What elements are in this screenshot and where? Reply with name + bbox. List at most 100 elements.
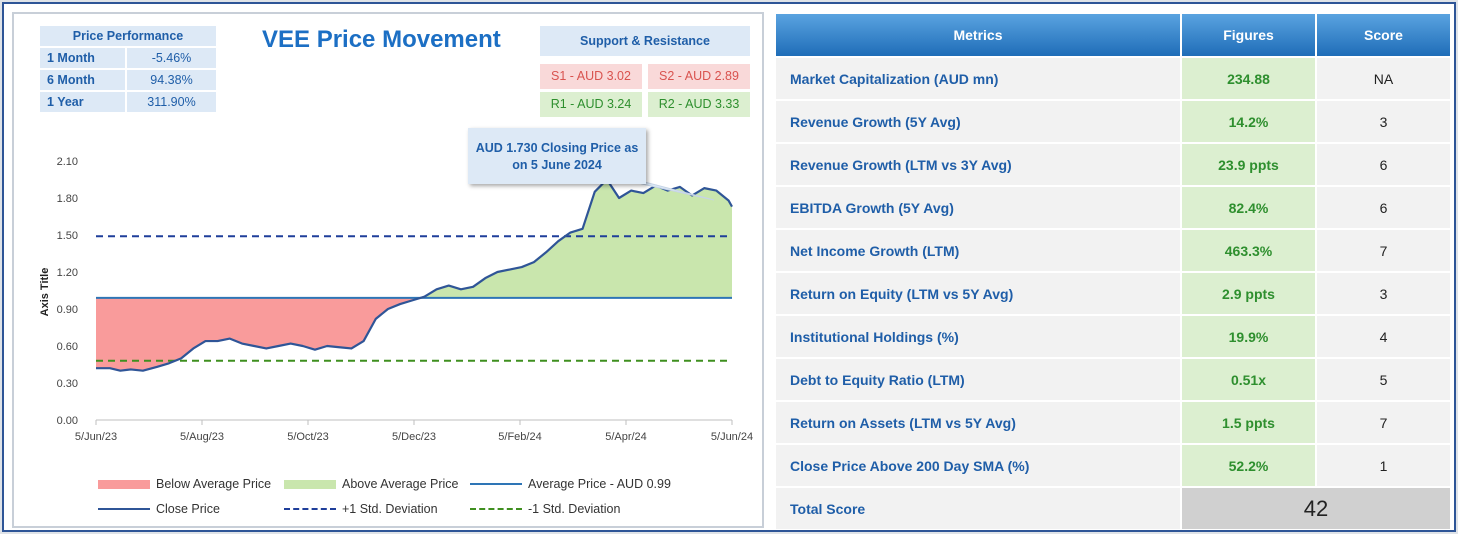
perf-value: 94.38% [127,70,216,90]
price-performance-table: Price Performance 1 Month -5.46% 6 Month… [38,24,218,114]
metric-name: Debt to Equity Ratio (LTM) [776,359,1180,400]
metric-score: 6 [1317,187,1450,228]
metric-row: Institutional Holdings (%) 19.9% 4 [776,316,1450,357]
x-tick-label: 5/Dec/23 [392,431,436,443]
metric-score: 3 [1317,273,1450,314]
metrics-body: Market Capitalization (AUD mn) 234.88 NA Re… [776,58,1450,529]
metric-figure: 463.3% [1182,230,1315,271]
metric-figure: 14.2% [1182,101,1315,142]
price-chart-panel: 5/Jun/23 5/Aug/23 5/Oct/23 5/Dec/23 5/Feb/24… [12,12,764,528]
price-performance-header: Price Performance [40,26,216,46]
figures-header: Figures [1182,14,1315,56]
metric-name: Close Price Above 200 Day SMA (%) [776,445,1180,486]
legend-swatch [284,508,336,510]
perf-label: 6 Month [40,70,125,90]
metric-figure: 23.9 ppts [1182,144,1315,185]
metric-score: 3 [1317,101,1450,142]
perf-label: 1 Year [40,92,125,112]
metric-row: Debt to Equity Ratio (LTM) 0.51x 5 [776,359,1450,400]
metric-row: EBITDA Growth (5Y Avg) 82.4% 6 [776,187,1450,228]
legend-label: Above Average Price [342,477,459,491]
y-tick-label: 0.30 [57,378,78,390]
metric-figure: 52.2% [1182,445,1315,486]
y-tick-label: 0.90 [57,304,78,316]
metric-name: Revenue Growth (LTM vs 3Y Avg) [776,144,1180,185]
metric-figure: 0.51x [1182,359,1315,400]
y-tick-label: 1.20 [57,267,78,279]
y-axis-title: Axis Title [39,268,51,317]
x-tick-label: 5/Jun/24 [711,431,753,443]
y-tick-label: 0.00 [57,415,78,427]
below-average-area [96,297,732,371]
close-price-line [96,178,733,372]
metrics-table: Metrics Figures Score Market Capitalizat… [774,12,1452,531]
perf-row: 1 Year 311.90% [40,92,216,112]
metric-figure: 19.9% [1182,316,1315,357]
y-tick-label: 2.10 [57,156,78,168]
metric-figure: 1.5 ppts [1182,402,1315,443]
metric-name: Net Income Growth (LTM) [776,230,1180,271]
metric-row: Revenue Growth (LTM vs 3Y Avg) 23.9 ppts 6 [776,144,1450,185]
y-tick-label: 0.60 [57,341,78,353]
legend-label: Close Price [156,502,220,516]
metric-name: Market Capitalization (AUD mn) [776,58,1180,99]
perf-value: -5.46% [127,48,216,68]
metric-row: Net Income Growth (LTM) 463.3% 7 [776,230,1450,271]
metric-name: Revenue Growth (5Y Avg) [776,101,1180,142]
y-tick-label: 1.50 [57,230,78,242]
perf-row: 1 Month -5.46% [40,48,216,68]
support-s2: S2 - AUD 2.89 [648,64,750,89]
x-tick-label: 5/Jun/23 [75,431,117,443]
metric-name: Return on Assets (LTM vs 5Y Avg) [776,402,1180,443]
perf-value: 311.90% [127,92,216,112]
resistance-r1: R1 - AUD 3.24 [540,92,642,117]
legend-swatch [98,508,150,510]
chart-title: VEE Price Movement [262,26,501,53]
metric-score: NA [1317,58,1450,99]
metrics-header-row: Metrics Figures Score [776,14,1450,56]
metric-score: 1 [1317,445,1450,486]
metric-score: 6 [1317,144,1450,185]
metric-name: Return on Equity (LTM vs 5Y Avg) [776,273,1180,314]
metric-figure: 2.9 ppts [1182,273,1315,314]
legend-label: Average Price - AUD 0.99 [528,477,671,491]
score-header: Score [1317,14,1450,56]
metric-name: Institutional Holdings (%) [776,316,1180,357]
x-tick-label: 5/Apr/24 [605,431,647,443]
metric-row: Market Capitalization (AUD mn) 234.88 NA [776,58,1450,99]
legend-label: Below Average Price [156,477,272,491]
total-score-value: 42 [1182,488,1450,529]
metric-row: Close Price Above 200 Day SMA (%) 52.2% 1 [776,445,1450,486]
metric-row: Return on Assets (LTM vs 5Y Avg) 1.5 ppts… [776,402,1450,443]
legend-swatch [284,480,336,489]
total-score-row: Total Score 42 [776,488,1450,529]
metric-row: Return on Equity (LTM vs 5Y Avg) 2.9 ppts… [776,273,1450,314]
legend-swatch [98,480,150,489]
metric-figure: 234.88 [1182,58,1315,99]
resistance-r2: R2 - AUD 3.33 [648,92,750,117]
x-tick-label: 5/Aug/23 [180,431,224,443]
above-average-area [96,179,732,298]
closing-price-callout: AUD 1.730 Closing Price as on 5 June 202… [468,128,646,184]
x-tick-label: 5/Feb/24 [498,431,541,443]
metric-row: Revenue Growth (5Y Avg) 14.2% 3 [776,101,1450,142]
metric-score: 4 [1317,316,1450,357]
total-score-label: Total Score [776,488,1180,529]
perf-row: 6 Month 94.38% [40,70,216,90]
legend-label: -1 Std. Deviation [528,502,621,516]
metric-score: 7 [1317,230,1450,271]
metrics-header: Metrics [776,14,1180,56]
metric-score: 5 [1317,359,1450,400]
support-resistance-header: Support & Resistance [540,26,750,56]
support-s1: S1 - AUD 3.02 [540,64,642,89]
metric-name: EBITDA Growth (5Y Avg) [776,187,1180,228]
legend-swatch [470,483,522,485]
legend-swatch [470,508,522,510]
legend-label: +1 Std. Deviation [342,502,438,516]
x-tick-label: 5/Oct/23 [287,431,329,443]
metric-score: 7 [1317,402,1450,443]
perf-label: 1 Month [40,48,125,68]
y-tick-label: 1.80 [57,193,78,205]
metric-figure: 82.4% [1182,187,1315,228]
